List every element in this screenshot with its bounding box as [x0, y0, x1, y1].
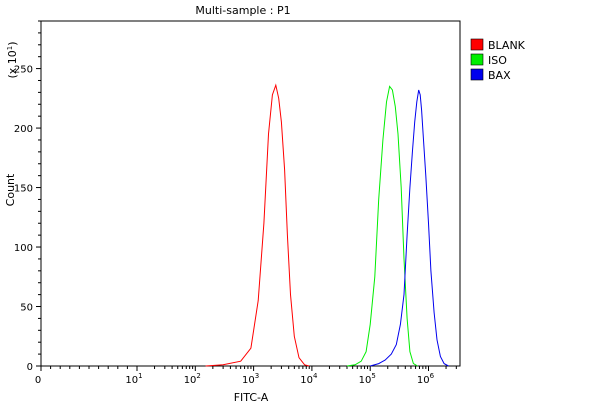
- x-tick-label: 101: [125, 372, 142, 386]
- y-tick-label: 50: [20, 303, 33, 314]
- x-tick-label: 106: [417, 372, 435, 386]
- y-tick-label: 0: [27, 362, 33, 373]
- series-lines: [205, 83, 449, 367]
- x-tick-label: 105: [359, 372, 376, 386]
- legend-label-bax: BAX: [488, 69, 511, 82]
- x-axis: 0 101 102 103 104 105 106: [35, 366, 457, 386]
- y-tick-label: 100: [14, 243, 33, 254]
- x-axis-label: FITC-A: [234, 391, 269, 404]
- legend: BLANK ISO BAX: [470, 38, 526, 82]
- y-axis-label: Count: [4, 173, 17, 206]
- x-tick-label: 104: [300, 372, 318, 386]
- chart-title: Multi-sample : P1: [195, 4, 290, 17]
- legend-label-iso: ISO: [488, 54, 507, 67]
- series-line-blank: [205, 83, 310, 367]
- legend-swatch-iso: [470, 53, 484, 66]
- legend-label-blank: BLANK: [488, 39, 526, 52]
- x-tick-label: 103: [242, 372, 259, 386]
- legend-swatch-blank: [470, 38, 484, 51]
- y-axis: 0 50 100 150 200 250: [14, 20, 41, 373]
- y-tick-label: 150: [14, 184, 33, 195]
- x-tick-label: 0: [35, 375, 41, 386]
- series-line-iso: [346, 85, 418, 367]
- y-tick-label: 200: [14, 124, 33, 135]
- plot-frame: [40, 20, 461, 367]
- legend-swatch-bax: [470, 68, 484, 81]
- y-tick-label: 250: [14, 65, 33, 76]
- y-multiplier-label: (x 101): [6, 41, 19, 78]
- x-tick-label: 102: [184, 372, 201, 386]
- series-line-bax: [370, 89, 449, 367]
